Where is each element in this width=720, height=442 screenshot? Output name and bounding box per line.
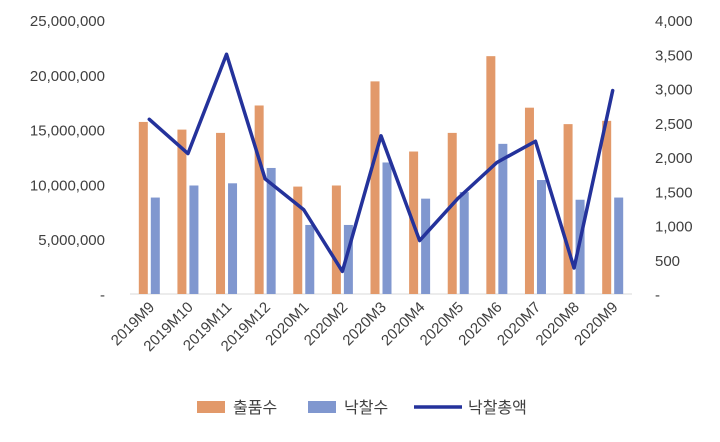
bar-successful-bids	[305, 224, 315, 294]
bar-successful-bids	[266, 167, 276, 294]
bar-exhibits	[138, 121, 148, 294]
bar-successful-bids	[614, 197, 624, 294]
y-right-tick-label: 3,000	[655, 82, 693, 99]
bar-exhibits	[254, 105, 264, 294]
bar-exhibits	[331, 185, 341, 294]
legend-swatch	[308, 401, 336, 413]
legend-swatch	[197, 401, 225, 413]
x-tick-label: 2020M9	[571, 299, 621, 349]
y-right-tick-label: 2,000	[655, 150, 693, 167]
y-right-tick-label: 4,000	[655, 13, 693, 30]
bar-successful-bids	[498, 143, 508, 294]
bar-exhibits	[293, 186, 303, 294]
bar-exhibits	[370, 81, 380, 294]
y-right-tick-label: -	[655, 287, 660, 304]
bar-exhibits	[447, 132, 457, 294]
line-total-bid-amount	[147, 52, 615, 274]
bar-exhibits	[216, 132, 226, 294]
y-right-tick-label: 2,500	[655, 116, 693, 133]
y-left-tick-label: 20,000,000	[30, 68, 105, 85]
bar-successful-bids	[150, 197, 160, 294]
y-right-tick-label: 1,000	[655, 219, 693, 236]
bar-successful-bids	[536, 180, 546, 294]
legend-label: 낙찰수	[344, 399, 388, 417]
y-left-tick-label: 15,000,000	[30, 123, 105, 140]
legend-label: 출품수	[233, 399, 277, 417]
bar-exhibits	[563, 124, 573, 295]
y-right-tick-label: 1,500	[655, 184, 693, 201]
bar-successful-bids	[343, 224, 353, 294]
y-left-tick-label: 5,000,000	[38, 232, 105, 249]
bar-successful-bids	[382, 162, 392, 294]
bar-successful-bids	[189, 185, 199, 294]
bar-successful-bids	[228, 183, 238, 294]
bar-successful-bids	[421, 198, 431, 294]
y-left-tick-label: -	[100, 287, 105, 304]
bar-exhibits	[177, 129, 187, 294]
bar-successful-bids	[459, 192, 469, 294]
y-left-tick-label: 10,000,000	[30, 177, 105, 194]
y-right-tick-label: 3,500	[655, 47, 693, 64]
bar-exhibits	[486, 56, 496, 294]
y-left-tick-label: 25,000,000	[30, 13, 105, 30]
bar-exhibits	[524, 107, 534, 295]
y-right-tick-label: 500	[655, 253, 680, 270]
legend-label: 낙찰총액	[468, 399, 527, 417]
bar-exhibits	[602, 120, 612, 294]
